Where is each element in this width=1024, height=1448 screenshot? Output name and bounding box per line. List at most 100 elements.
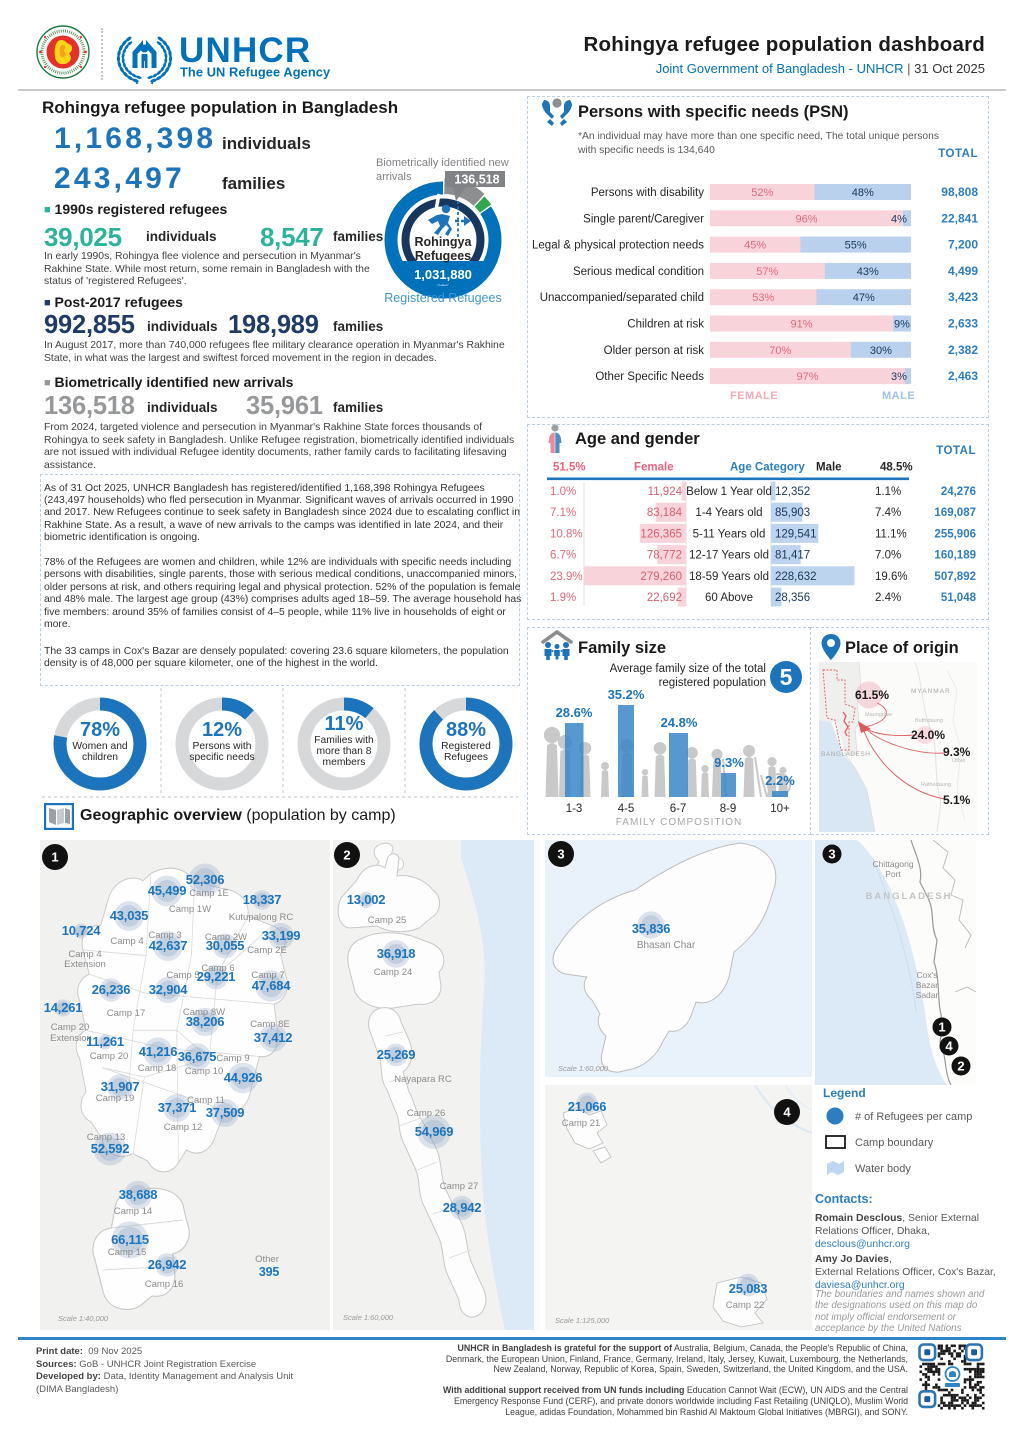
- svg-text:Camp 5: Camp 5: [166, 970, 199, 981]
- svg-text:45%: 45%: [744, 240, 766, 252]
- svg-text:Camp 1W: Camp 1W: [169, 904, 211, 915]
- svg-text:44,926: 44,926: [224, 1070, 263, 1085]
- svg-text:7.4%: 7.4%: [875, 507, 901, 519]
- svg-text:160,189: 160,189: [934, 550, 976, 562]
- svg-text:Camp 13: Camp 13: [87, 1132, 126, 1143]
- svg-text:Persons with: Persons with: [193, 741, 252, 752]
- svg-text:28.6%: 28.6%: [556, 705, 593, 720]
- svg-text:38,206: 38,206: [186, 1014, 225, 1029]
- svg-text:Women and: Women and: [72, 741, 128, 752]
- svg-text:Camp 20: Camp 20: [51, 1022, 90, 1033]
- svg-text:Camp 11: Camp 11: [187, 1095, 225, 1106]
- svg-text:10,724: 10,724: [62, 923, 102, 938]
- svg-text:228,632: 228,632: [775, 571, 817, 583]
- svg-text:Below 1 Year old: Below 1 Year old: [686, 486, 772, 498]
- svg-text:255,906: 255,906: [934, 528, 976, 540]
- svg-text:Biometrically identified new: Biometrically identified new: [376, 157, 509, 169]
- svg-text:Rohingya: Rohingya: [415, 235, 473, 249]
- svg-text:Camp 8E: Camp 8E: [250, 1019, 290, 1030]
- svg-text:Sadar: Sadar: [916, 990, 939, 1000]
- svg-text:36,918: 36,918: [377, 946, 416, 961]
- svg-text:11%: 11%: [325, 713, 364, 735]
- svg-text:Children at risk: Children at risk: [627, 319, 704, 331]
- svg-text:47,684: 47,684: [252, 978, 292, 993]
- svg-text:47%: 47%: [853, 292, 875, 304]
- svg-text:3: 3: [828, 847, 835, 862]
- svg-text:2: 2: [957, 1059, 964, 1074]
- svg-text:5-11 Years old: 5-11 Years old: [693, 528, 766, 540]
- svg-text:43%: 43%: [857, 266, 879, 278]
- svg-text:24.8%: 24.8%: [661, 715, 698, 730]
- svg-text:TOTAL: TOTAL: [936, 445, 976, 457]
- svg-text:Camp 27: Camp 27: [440, 1181, 479, 1192]
- svg-text:Extension: Extension: [50, 1033, 92, 1044]
- svg-text:97%: 97%: [796, 371, 818, 383]
- svg-text:51.5%: 51.5%: [553, 462, 586, 474]
- svg-text:38,688: 38,688: [119, 1187, 158, 1202]
- svg-text:7.1%: 7.1%: [550, 507, 576, 519]
- svg-text:9.3%: 9.3%: [714, 755, 744, 770]
- svg-text:arrivals: arrivals: [376, 171, 412, 183]
- svg-text:10+: 10+: [770, 803, 790, 815]
- svg-text:Other: Other: [952, 758, 966, 764]
- svg-text:36,675: 36,675: [178, 1049, 217, 1064]
- svg-text:Rathedaung: Rathedaung: [921, 782, 951, 788]
- svg-text:Scale 1:125,000: Scale 1:125,000: [555, 1316, 610, 1325]
- svg-text:37,371: 37,371: [158, 1100, 197, 1115]
- svg-text:52,592: 52,592: [91, 1141, 130, 1156]
- svg-text:3%: 3%: [891, 371, 907, 383]
- svg-text:Registered: Registered: [441, 741, 491, 752]
- svg-text:Scale 1:60,000: Scale 1:60,000: [558, 1064, 609, 1073]
- svg-text:81,417: 81,417: [775, 550, 810, 562]
- svg-text:57%: 57%: [756, 266, 778, 278]
- svg-text:1: 1: [51, 850, 58, 865]
- svg-text:96%: 96%: [795, 213, 817, 225]
- svg-text:Scale 1:40,000: Scale 1:40,000: [58, 1314, 109, 1323]
- svg-text:1: 1: [938, 1020, 945, 1035]
- svg-text:Camp 17: Camp 17: [107, 1008, 146, 1019]
- svg-text:Camp 12: Camp 12: [164, 1122, 203, 1133]
- svg-text:Camp 1E: Camp 1E: [189, 888, 229, 899]
- svg-text:24,276: 24,276: [941, 486, 976, 498]
- svg-text:3: 3: [557, 847, 564, 862]
- svg-text:70%: 70%: [769, 345, 791, 357]
- svg-text:2,382: 2,382: [948, 343, 978, 357]
- svg-text:43,035: 43,035: [110, 908, 149, 923]
- svg-text:Camp 2E: Camp 2E: [247, 945, 287, 956]
- svg-text:-- -- --: -- -- --: [437, 282, 449, 287]
- svg-text:25,083: 25,083: [729, 1281, 768, 1296]
- svg-text:Camp 18: Camp 18: [138, 1063, 177, 1074]
- svg-text:Camp 4: Camp 4: [110, 936, 143, 947]
- svg-text:52%: 52%: [751, 187, 773, 199]
- svg-text:35.2%: 35.2%: [608, 687, 645, 702]
- svg-text:Serious medical condition: Serious medical condition: [573, 266, 704, 278]
- svg-text:4%: 4%: [891, 213, 907, 225]
- svg-text:Port: Port: [885, 869, 901, 879]
- svg-text:MYANMAR: MYANMAR: [911, 688, 951, 695]
- svg-text:Camp 8W: Camp 8W: [183, 1007, 225, 1018]
- svg-text:Camp 10: Camp 10: [185, 1066, 224, 1077]
- svg-text:30%: 30%: [870, 345, 892, 357]
- svg-text:Chittagong: Chittagong: [872, 859, 913, 869]
- svg-text:Camp 21: Camp 21: [562, 1118, 601, 1129]
- svg-text:33,199: 33,199: [262, 928, 301, 943]
- svg-text:2: 2: [343, 848, 350, 863]
- svg-text:Legal & physical protection ne: Legal & physical protection needs: [532, 240, 704, 252]
- svg-text:7.0%: 7.0%: [875, 550, 901, 562]
- svg-text:6.7%: 6.7%: [550, 550, 576, 562]
- svg-text:Camp 20: Camp 20: [90, 1051, 129, 1062]
- svg-text:1-3: 1-3: [566, 803, 583, 815]
- svg-text:28,942: 28,942: [443, 1200, 482, 1215]
- svg-text:13,002: 13,002: [347, 892, 386, 907]
- svg-text:2,463: 2,463: [948, 369, 978, 383]
- svg-text:78,772: 78,772: [647, 550, 682, 562]
- svg-text:54,969: 54,969: [415, 1124, 454, 1139]
- svg-text:48%: 48%: [852, 187, 874, 199]
- svg-text:Camp 7: Camp 7: [251, 970, 284, 981]
- svg-text:32,904: 32,904: [149, 982, 189, 997]
- svg-text:12,352: 12,352: [775, 486, 810, 498]
- svg-text:41,216: 41,216: [139, 1044, 178, 1059]
- svg-text:Water body: Water body: [855, 1163, 911, 1175]
- svg-text:8-9: 8-9: [720, 803, 737, 815]
- svg-text:Camp 14: Camp 14: [114, 1206, 153, 1217]
